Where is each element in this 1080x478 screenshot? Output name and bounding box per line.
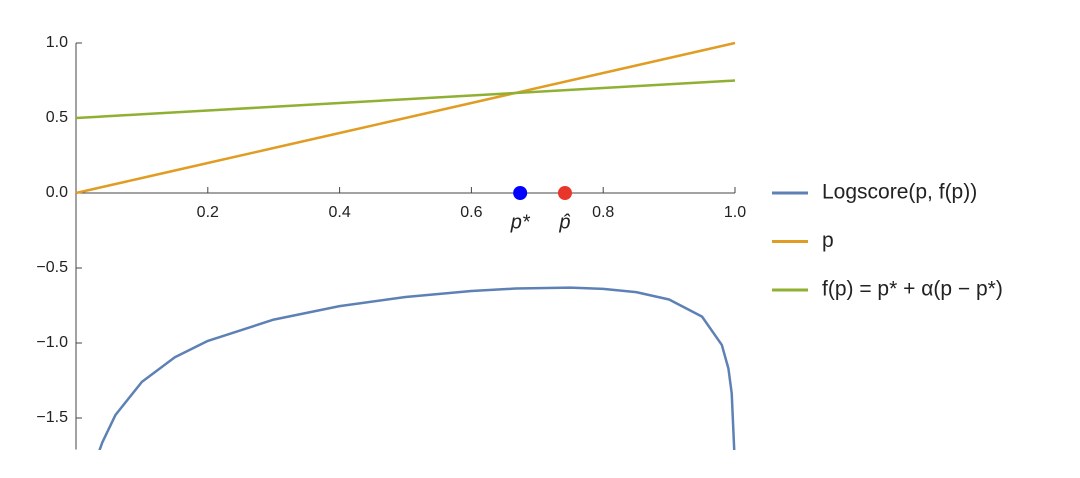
x-tick-label: 0.6 bbox=[460, 204, 482, 221]
y-tick-label: 1.0 bbox=[46, 34, 68, 51]
legend-label: Logscore(p, f(p)) bbox=[822, 181, 977, 204]
legend-label: f(p) = p* + α(p − p*) bbox=[822, 278, 1003, 301]
series-line bbox=[75, 79, 736, 120]
y-tick-label: −1.5 bbox=[36, 409, 68, 426]
x-tick-label: 0.2 bbox=[197, 204, 219, 221]
series-line bbox=[75, 41, 736, 195]
y-tick-label: −0.5 bbox=[36, 259, 68, 276]
series-line bbox=[98, 286, 736, 450]
legend-label: p bbox=[822, 229, 834, 252]
point-label: p* bbox=[510, 211, 531, 233]
point-label: p̂ bbox=[558, 211, 571, 233]
x-tick-label: 0.4 bbox=[328, 204, 350, 221]
y-tick-label: 0.0 bbox=[46, 184, 68, 201]
x-tick-label: 1.0 bbox=[724, 204, 746, 221]
x-tick-label: 0.8 bbox=[592, 204, 614, 221]
point bbox=[513, 186, 528, 200]
y-tick-label: 0.5 bbox=[46, 109, 68, 126]
plot-area bbox=[75, 41, 736, 450]
point bbox=[557, 186, 572, 200]
y-tick-label: −1.0 bbox=[36, 334, 68, 351]
